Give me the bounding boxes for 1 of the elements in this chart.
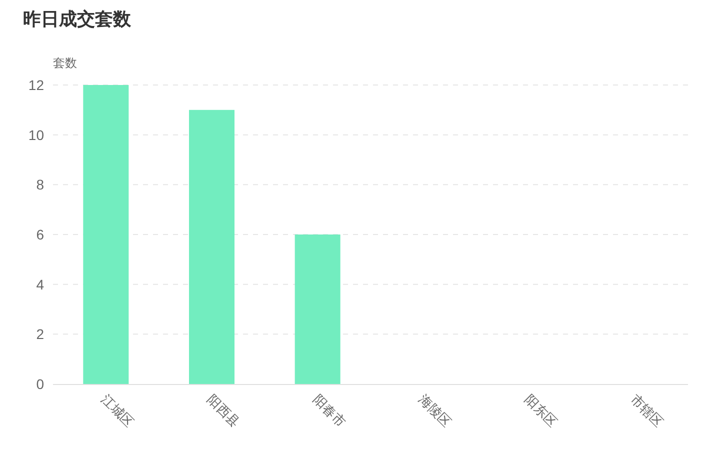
title: 昨日成交套数 xyxy=(23,9,131,29)
